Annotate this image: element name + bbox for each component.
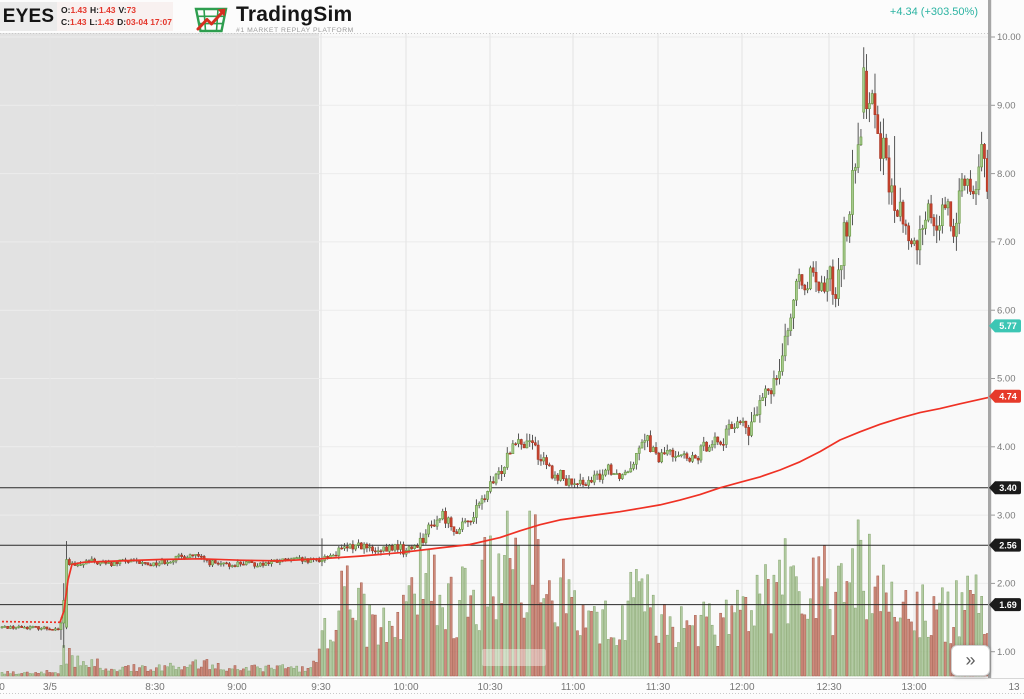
stat-label: L: [89, 17, 98, 27]
time-axis-label: 11:30 [646, 682, 671, 693]
stat-label: O: [61, 5, 71, 15]
stat-value: 1.43 [98, 5, 116, 15]
chart-header: EYES O:1.43 H:1.43 V:73 C:1.43 L:1.43 D:03-0… [0, 0, 1024, 34]
volume-pane [0, 510, 989, 677]
time-axis-label: 9:00 [227, 682, 247, 693]
price-level-lines [0, 487, 988, 606]
time-axis-label: 3/5 [43, 682, 57, 693]
price-axis-label: 9.00 [997, 101, 1016, 112]
jump-to-latest-button[interactable]: » [951, 645, 990, 676]
time-axis-label: 8:30 [145, 682, 165, 693]
price-axis-label: 8.00 [997, 169, 1016, 180]
ohlc-row-1: O:1.43 H:1.43 V:73 [61, 4, 173, 16]
price-axis-label: 10.00 [997, 32, 1021, 43]
tradingsim-logo: TradingSim #1 MARKET REPLAY PLATFORM [192, 4, 354, 34]
price-badge-2.56: 2.56 [989, 538, 1021, 552]
candles-layer [0, 47, 989, 648]
ticker-symbol: EYES [2, 5, 55, 27]
ohlc-stats-box: O:1.43 H:1.43 V:73 C:1.43 L:1.43 D:03-04 17:… [57, 2, 173, 31]
price-axis[interactable]: 10.00 9.00 8.00 7.00 6.00 5.00 4.00 3.00 2.00 1.0… [988, 0, 1024, 678]
price-axis-label: 2.00 [997, 579, 1016, 590]
stat-label: C: [61, 17, 70, 27]
price-change-text: +4.34 (+303.50%) [889, 6, 978, 18]
svg-text:4.74: 4.74 [999, 391, 1017, 401]
stat-value: 1.43 [70, 5, 87, 15]
price-badge-5.77: 5.77 [989, 319, 1021, 333]
price-badge-4.74: 4.74 [989, 389, 1021, 403]
svg-text:3.40: 3.40 [999, 483, 1017, 493]
brand-name: TradingSim [236, 3, 353, 26]
double-chevron-right-icon: » [965, 649, 976, 670]
time-axis-label: 13:00 [901, 682, 926, 693]
price-axis-label: 5.00 [997, 374, 1016, 385]
premarket-shading [0, 33, 319, 678]
stat-value: 73 [126, 5, 137, 15]
time-axis[interactable]: 0 3/5 8:30 9:00 9:30 10:00 10:30 11:00 11:30 12:0… [0, 682, 1020, 693]
ticker-symbol-box: EYES [0, 2, 57, 31]
tradingsim-cart-icon [194, 7, 228, 33]
time-axis-label: 10:30 [477, 682, 502, 693]
stat-label: D: [117, 17, 127, 27]
price-axis-label: 4.00 [997, 442, 1016, 453]
stat-label: H: [90, 5, 99, 15]
ohlc-row-2: C:1.43 L:1.43 D:03-04 17:07 [61, 16, 173, 28]
price-badge-1.69: 1.69 [989, 598, 1021, 612]
price-badge-3.40: 3.40 [989, 481, 1021, 495]
svg-text:1.69: 1.69 [999, 600, 1017, 610]
time-axis-label: 9:30 [311, 682, 331, 693]
watermark [482, 649, 546, 666]
svg-text:5.77: 5.77 [999, 321, 1017, 331]
time-axis-label: 10:00 [393, 682, 418, 693]
stat-label: V: [118, 5, 127, 15]
time-axis-label: 12:30 [816, 682, 841, 693]
price-axis-label: 7.00 [997, 237, 1016, 248]
price-axis-band [988, 0, 992, 678]
svg-text:2.56: 2.56 [999, 540, 1017, 550]
price-axis-label: 3.00 [997, 510, 1016, 521]
moving-average-line-premarket [1, 620, 61, 624]
time-axis-label: 13 [1008, 682, 1020, 693]
stat-value: 03-04 17:07 [126, 17, 172, 27]
stat-value: 1.43 [69, 17, 87, 27]
brand-tagline: #1 MARKET REPLAY PLATFORM [236, 27, 354, 34]
price-axis-label: 6.00 [997, 305, 1016, 316]
time-axis-label: 12:00 [729, 682, 754, 693]
moving-average-line [59, 396, 989, 623]
price-axis-label: 1.00 [997, 647, 1016, 658]
stat-value: 1.43 [97, 17, 115, 27]
time-axis-label: 11:00 [561, 682, 586, 693]
time-axis-label: 0 [0, 682, 5, 693]
